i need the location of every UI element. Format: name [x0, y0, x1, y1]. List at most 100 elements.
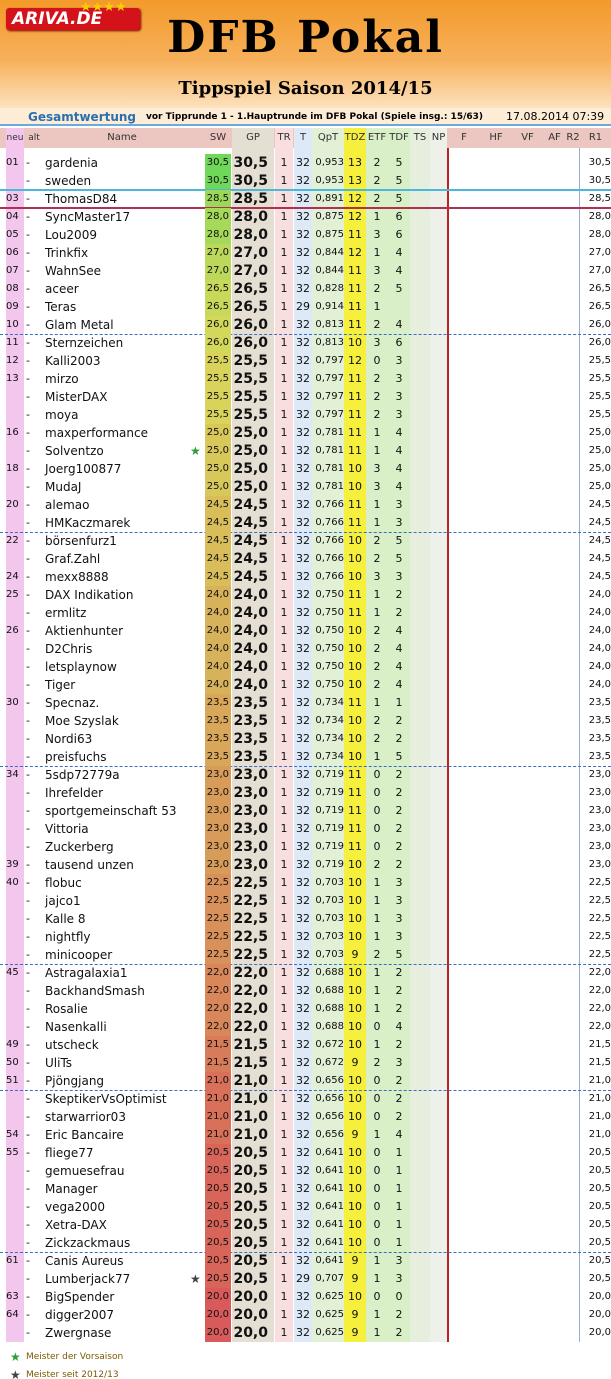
cell-qpt: 0,781	[315, 481, 344, 492]
cell-r1: 25,0	[588, 445, 611, 456]
cell-t: 32	[296, 822, 310, 835]
cell-tdf: 3	[395, 1272, 403, 1285]
sw-cell-bg	[205, 514, 231, 532]
cell-tr: 1	[280, 1290, 288, 1303]
cell-etf: 2	[373, 858, 381, 871]
column-header: NP	[431, 132, 446, 143]
cell-name: WahnSee	[45, 264, 102, 278]
cell-t: 32	[296, 552, 310, 565]
cell-r1: 22,0	[588, 967, 611, 978]
cell-sw: 20,5	[206, 1183, 229, 1194]
cell-gp: 20,5	[233, 1163, 268, 1179]
cell-r1: 22,5	[588, 895, 611, 906]
cell-r1: 25,5	[588, 373, 611, 384]
cell-t: 32	[296, 732, 310, 745]
cell-sw: 23,0	[206, 787, 229, 798]
cell-tdz: 10	[348, 930, 362, 943]
cell-sw: 22,5	[206, 949, 229, 960]
row-separator	[0, 532, 611, 533]
cell-qpt: 0,719	[315, 841, 344, 852]
cell-tdz: 13	[348, 156, 362, 169]
cell-tdf: 4	[395, 660, 403, 673]
cell-sw: 24,0	[206, 679, 229, 690]
column-header: TS	[413, 132, 427, 143]
cell-tr: 1	[280, 534, 288, 547]
title: DFB Pokal	[167, 12, 444, 63]
cell-qpt: 0,750	[315, 661, 344, 672]
cell-tr: 1	[280, 822, 288, 835]
cell-etf: 1	[373, 1128, 381, 1141]
cell-alt: -	[26, 570, 30, 583]
column-header: TDF	[389, 132, 409, 143]
cell-qpt: 0,875	[315, 229, 344, 240]
cell-gp: 23,0	[233, 857, 268, 873]
cell-name: Rosalie	[45, 1002, 88, 1016]
cell-gp: 24,0	[233, 659, 268, 675]
cell-alt: -	[26, 1164, 30, 1177]
cell-tr: 1	[280, 1092, 288, 1105]
cell-tdz: 10	[348, 1110, 362, 1123]
legend-star: ★	[10, 1350, 21, 1364]
cell-name: SkeptikerVsOptimist	[45, 1092, 167, 1106]
cell-name: sportgemeinschaft 53	[45, 804, 177, 818]
sw-cell-bg	[205, 244, 231, 262]
cell-sw: 25,0	[206, 445, 229, 456]
cell-rank: 51	[6, 1075, 19, 1086]
cell-tdz: 10	[348, 678, 362, 691]
cell-r1: 20,5	[588, 1147, 611, 1158]
cell-rank: 26	[6, 625, 19, 636]
info-band	[0, 108, 611, 126]
cell-name: vega2000	[45, 1200, 105, 1214]
cell-sw: 22,0	[206, 985, 229, 996]
cell-alt: -	[26, 246, 30, 259]
sw-cell-bg	[205, 352, 231, 370]
cell-t: 32	[296, 372, 310, 385]
cell-qpt: 0,641	[315, 1255, 344, 1266]
cell-alt: -	[26, 966, 30, 979]
cell-sw: 22,5	[206, 895, 229, 906]
cell-tr: 1	[280, 1308, 288, 1321]
cell-name: alemao	[45, 498, 90, 512]
cell-r1: 20,0	[588, 1291, 611, 1302]
cell-sw: 20,0	[206, 1309, 229, 1320]
cell-tdf: 3	[395, 912, 403, 925]
cell-rank: 50	[6, 1057, 19, 1068]
cell-alt: -	[26, 1074, 30, 1087]
cell-tdf: 4	[395, 426, 403, 439]
sw-cell-bg	[205, 784, 231, 802]
cell-rank: 03	[6, 193, 19, 204]
cell-name: Canis Aureus	[45, 1254, 124, 1268]
cell-etf: 2	[373, 534, 381, 547]
cell-alt: -	[26, 1326, 30, 1339]
cell-sw: 23,5	[206, 715, 229, 726]
cell-etf: 1	[373, 750, 381, 763]
cell-qpt: 0,914	[315, 301, 344, 312]
cell-etf: 2	[373, 1056, 381, 1069]
cell-gp: 23,0	[233, 839, 268, 855]
cell-tdz: 11	[348, 516, 362, 529]
cell-tdf: 1	[395, 1236, 403, 1249]
cell-qpt: 0,781	[315, 463, 344, 474]
cell-alt: -	[26, 336, 30, 349]
cell-t: 32	[296, 624, 310, 637]
sw-cell-bg	[205, 208, 231, 226]
cell-gp: 21,0	[233, 1073, 268, 1089]
cell-rank: 05	[6, 229, 19, 240]
cell-r1: 23,5	[588, 697, 611, 708]
cell-tdz: 10	[348, 912, 362, 925]
sw-cell-bg	[205, 478, 231, 496]
cell-tdf: 4	[395, 624, 403, 637]
cell-name: Nordi63	[45, 732, 93, 746]
cell-alt: -	[26, 1308, 30, 1321]
cell-gp: 23,0	[233, 803, 268, 819]
cell-gp: 22,5	[233, 947, 268, 963]
cell-tdf: 1	[395, 1164, 403, 1177]
cell-r1: 21,0	[588, 1111, 611, 1122]
cell-alt: -	[26, 642, 30, 655]
cell-gp: 25,5	[233, 389, 268, 405]
sw-cell-bg	[205, 1090, 231, 1108]
cell-tdz: 11	[348, 318, 362, 331]
cell-name: Manager	[45, 1182, 98, 1196]
cell-gp: 24,5	[233, 569, 268, 585]
cell-sw: 27,0	[206, 265, 229, 276]
